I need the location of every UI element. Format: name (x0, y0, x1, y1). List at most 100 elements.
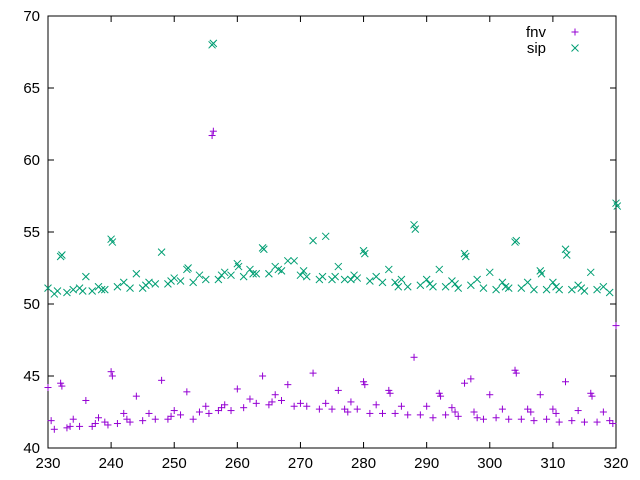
data-point-sip (151, 279, 160, 288)
data-point-fnv (517, 415, 525, 423)
data-point-sip (555, 285, 564, 294)
x-tick-label: 290 (414, 455, 439, 472)
data-point-fnv (101, 418, 109, 426)
data-point-sip (372, 272, 381, 281)
data-point-fnv (132, 392, 140, 400)
data-point-fnv (233, 385, 241, 393)
legend-marker-sip (571, 44, 579, 52)
data-point-sip (88, 287, 97, 295)
data-point-sip (145, 278, 153, 287)
series-fnv (44, 127, 620, 433)
data-point-sip (613, 202, 622, 210)
data-point-fnv (170, 407, 178, 415)
data-point-sip (435, 265, 444, 274)
data-point-fnv (296, 399, 304, 407)
data-point-sip (58, 251, 66, 259)
x-tick-label: 230 (35, 455, 60, 472)
x-tick-label: 320 (603, 455, 628, 472)
legend-label-sip: sip (527, 40, 546, 57)
data-point-sip (176, 277, 185, 285)
data-point-sip (492, 285, 500, 294)
data-point-sip (334, 262, 343, 271)
data-point-fnv (151, 415, 159, 423)
data-point-fnv (58, 382, 66, 390)
data-point-sip (347, 275, 355, 284)
data-point-sip (599, 282, 608, 291)
data-point-fnv (588, 392, 596, 400)
data-point-fnv (435, 389, 443, 397)
data-point-sip (97, 285, 106, 294)
data-point-fnv (218, 404, 226, 412)
data-point-sip (195, 271, 204, 280)
data-point-fnv (164, 415, 172, 423)
data-point-sip (119, 278, 128, 287)
data-point-fnv (498, 405, 506, 413)
data-point-sip (473, 275, 482, 284)
y-tick-label: 60 (23, 152, 40, 169)
data-point-fnv (486, 391, 494, 399)
data-point-sip (517, 284, 526, 293)
data-point-sip (378, 278, 387, 287)
data-point-fnv (562, 378, 570, 386)
data-point-fnv (361, 381, 369, 389)
data-point-sip (302, 272, 311, 281)
data-point-fnv (574, 407, 582, 415)
data-point-fnv (467, 375, 475, 383)
data-point-fnv (88, 422, 96, 430)
data-point-sip (441, 282, 450, 291)
data-point-fnv (492, 414, 500, 422)
data-point-sip (296, 271, 305, 280)
y-tick-label: 55 (23, 224, 40, 241)
data-point-sip (318, 272, 327, 281)
data-point-sip (82, 272, 90, 281)
data-point-fnv (91, 420, 99, 428)
data-point-sip (410, 220, 418, 229)
data-point-fnv (167, 412, 175, 420)
data-point-sip (530, 285, 538, 294)
data-point-fnv (252, 399, 260, 407)
data-point-sip (542, 285, 551, 294)
data-point-fnv (461, 379, 469, 387)
data-point-fnv (397, 402, 405, 410)
data-point-fnv (372, 401, 380, 409)
data-point-sip (214, 275, 223, 284)
data-point-sip (549, 278, 557, 287)
data-point-fnv (209, 127, 217, 135)
data-point-sip (454, 284, 463, 293)
data-point-fnv (606, 417, 614, 425)
data-point-fnv (442, 411, 450, 419)
y-tick-label: 45 (23, 368, 40, 385)
data-point-sip (209, 39, 218, 48)
plot-marks (44, 39, 622, 433)
data-point-fnv (158, 376, 166, 384)
legend-marker-fnv (571, 28, 579, 36)
x-tick-label: 260 (225, 455, 250, 472)
data-point-sip (340, 275, 349, 284)
data-point-fnv (512, 369, 520, 377)
data-point-fnv (195, 408, 203, 416)
data-point-sip (227, 271, 235, 280)
data-point-fnv (593, 418, 601, 426)
data-point-sip (299, 267, 308, 275)
data-point-sip (184, 264, 192, 272)
data-point-sip (416, 281, 425, 290)
data-point-fnv (221, 401, 229, 409)
data-point-sip (265, 269, 273, 278)
data-point-fnv (322, 399, 330, 407)
data-point-sip (44, 284, 52, 293)
data-point-fnv (505, 415, 513, 423)
data-point-fnv (265, 401, 273, 409)
y-tick-label: 70 (23, 8, 40, 25)
data-point-fnv (205, 409, 213, 417)
data-point-sip (360, 249, 369, 258)
data-point-sip (201, 275, 210, 284)
data-point-fnv (120, 409, 128, 417)
data-point-fnv (50, 425, 58, 433)
data-point-fnv (404, 411, 412, 419)
data-point-sip (512, 236, 521, 245)
data-point-fnv (448, 404, 456, 412)
data-point-sip (290, 256, 298, 265)
data-point-fnv (303, 402, 311, 410)
